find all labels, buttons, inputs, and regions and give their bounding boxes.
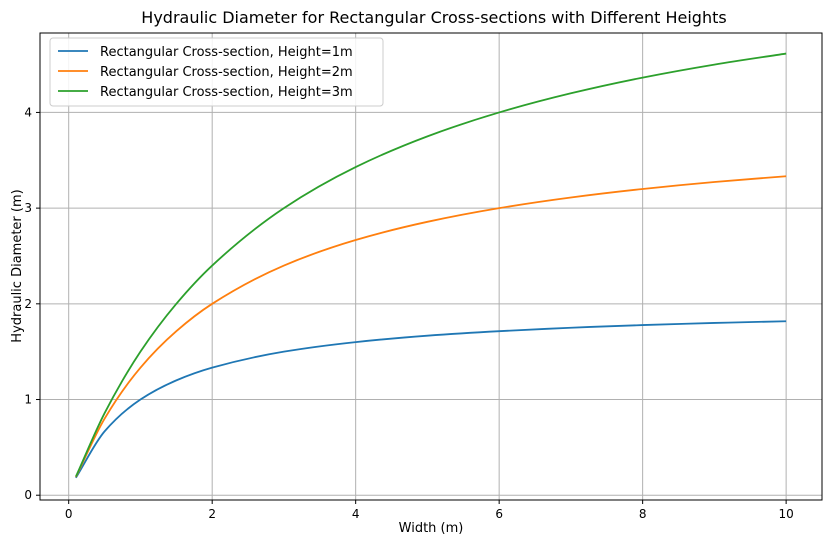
x-tick-label: 0 [65,507,73,521]
chart-title: Hydraulic Diameter for Rectangular Cross… [141,8,726,27]
series-line-height-1m [75,320,787,479]
series-lines [75,52,787,479]
x-axis-label: Width (m) [399,521,464,536]
legend-box [49,37,384,107]
y-tick-label: 1 [24,393,32,407]
y-tick-label: 3 [24,201,32,215]
legend-label: Rectangular Cross-section, Height=2m [100,65,353,80]
x-tick-label: 2 [208,507,216,521]
plot-area [39,32,823,501]
legend: Rectangular Cross-section, Height=1m Rect… [49,37,384,107]
x-axis: 0 2 4 6 8 10 [65,500,794,521]
series-line-height-2m [75,175,787,478]
x-tick-label: 4 [352,507,360,521]
grid [40,33,822,500]
x-tick-label: 10 [778,507,793,521]
x-tick-label: 8 [639,507,647,521]
x-tick-label: 6 [495,507,503,521]
legend-label: Rectangular Cross-section, Height=1m [100,45,353,60]
y-tick-label: 4 [24,105,32,119]
y-tick-label: 0 [24,488,32,502]
y-tick-label: 2 [24,297,32,311]
legend-label: Rectangular Cross-section, Height=3m [100,85,353,100]
series-line-height-3m [75,52,787,478]
y-axis: 0 1 2 3 4 [24,105,40,502]
y-axis-label: Hydraulic Diameter (m) [10,189,25,342]
